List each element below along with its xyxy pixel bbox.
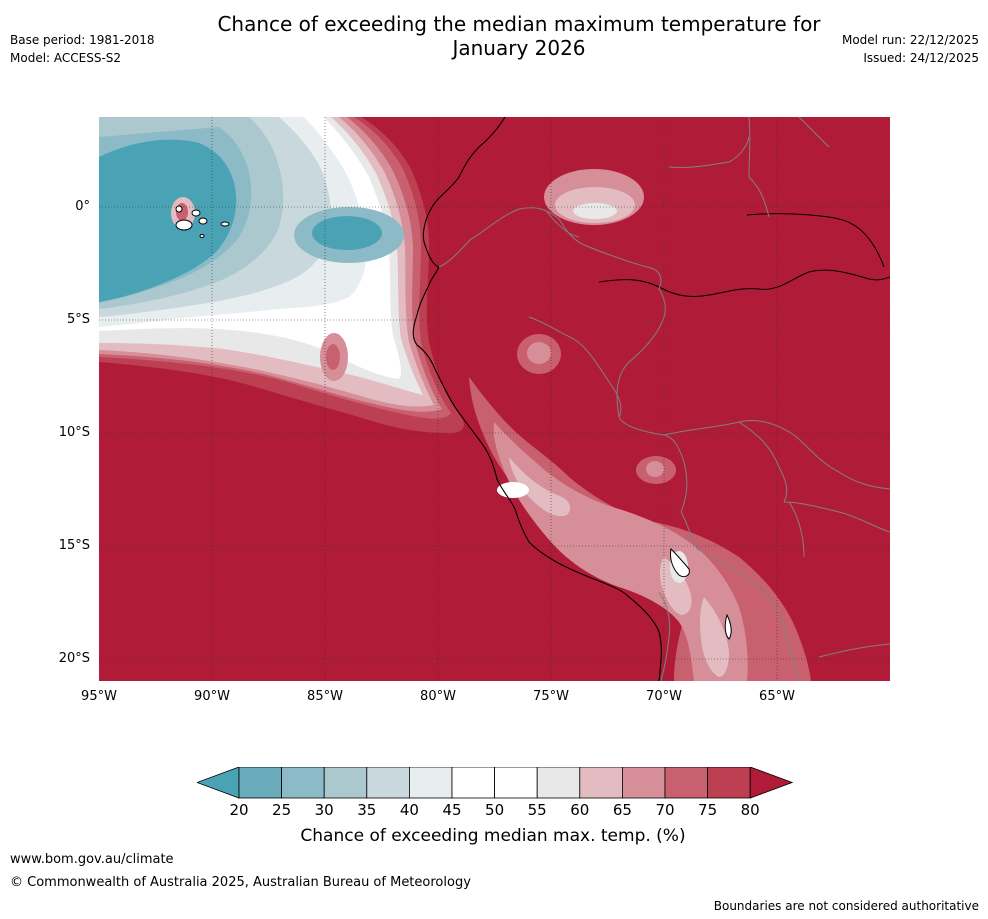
boundaries-disclaimer: Boundaries are not considered authoritat… bbox=[713, 899, 979, 913]
coastline bbox=[412, 117, 662, 681]
colorbar-tick-label: 45 bbox=[442, 801, 462, 819]
colorbar-tick-label: 55 bbox=[527, 801, 547, 819]
copyright-text: © Commonwealth of Australia 2025, Austra… bbox=[10, 875, 471, 890]
land-blob-peru-in bbox=[527, 342, 551, 364]
ocean-band-20 bbox=[99, 139, 237, 302]
title-line-1: Chance of exceeding the median maximum t… bbox=[217, 12, 821, 36]
colorbar-cell bbox=[579, 767, 623, 799]
lon-label-65w: 65°W bbox=[759, 689, 795, 704]
country-borders bbox=[438, 117, 890, 681]
lon-label-90w: 90°W bbox=[194, 689, 230, 704]
colorbar-tick-label: 70 bbox=[655, 801, 675, 819]
land-blob-bolivia-in bbox=[646, 461, 664, 477]
colorbar-cell bbox=[707, 767, 751, 799]
colorbar-cell bbox=[281, 767, 325, 799]
colorbar-cell bbox=[366, 767, 410, 799]
colorbar-cells bbox=[197, 767, 793, 799]
colorbar-extend-low bbox=[197, 767, 240, 799]
map-title: Chance of exceeding the median maximum t… bbox=[0, 12, 988, 60]
colorbar-tick-label: 35 bbox=[357, 801, 377, 819]
land-blob-colombia-core bbox=[573, 203, 617, 219]
model-run: Model run: 22/12/2025 bbox=[841, 33, 979, 47]
colorbar-tick-label: 65 bbox=[612, 801, 632, 819]
forecast-map bbox=[99, 117, 890, 681]
lon-label-85w: 85°W bbox=[307, 689, 343, 704]
lon-label-75w: 75°W bbox=[533, 689, 569, 704]
lon-label-95w: 95°W bbox=[81, 689, 117, 704]
colorbar-tick-label: 60 bbox=[570, 801, 590, 819]
warm-blob-ocean-core bbox=[326, 344, 340, 370]
lake-poopo bbox=[724, 613, 732, 640]
colorbar-tick-label: 50 bbox=[485, 801, 505, 819]
base-period: Base period: 1981-2018 bbox=[10, 33, 155, 47]
colorbar-cell bbox=[664, 767, 708, 799]
lake-titicaca bbox=[670, 547, 690, 578]
meta-right: Model run: 22/12/2025 Issued: 24/12/2025 bbox=[842, 31, 979, 67]
cool-blob-east-core bbox=[312, 216, 382, 250]
amazon-river bbox=[598, 269, 890, 298]
colorbar-tick-label: 75 bbox=[698, 801, 718, 819]
colorbar-tick-label: 25 bbox=[272, 801, 292, 819]
rio-negro bbox=[746, 213, 885, 268]
lat-label-20s: 20°S bbox=[58, 651, 90, 666]
colorbar-tick-label: 40 bbox=[399, 801, 419, 819]
colorbar-tick-label: 20 bbox=[229, 801, 249, 819]
lat-label-15s: 15°S bbox=[58, 538, 90, 553]
colorbar bbox=[197, 767, 793, 799]
colorbar-tick-label: 30 bbox=[314, 801, 334, 819]
andes-band-65 bbox=[493, 422, 748, 681]
issued-date: Issued: 24/12/2025 bbox=[863, 51, 979, 65]
title-line-2: January 2026 bbox=[452, 36, 586, 60]
colorbar-cell bbox=[621, 767, 666, 799]
colorbar-cell bbox=[494, 767, 538, 799]
colorbar-extend-high bbox=[749, 767, 793, 799]
galapagos-islands bbox=[175, 205, 230, 238]
colorbar-cell bbox=[323, 767, 368, 799]
lat-label-5s: 5°S bbox=[66, 312, 90, 327]
colorbar-cell bbox=[536, 767, 581, 799]
colorbar-label: Chance of exceeding median max. temp. (%… bbox=[300, 826, 686, 846]
colorbar-tick-label: 80 bbox=[740, 801, 760, 819]
colorbar-cell bbox=[451, 767, 495, 799]
graticule bbox=[99, 117, 890, 681]
warm-spot-lima bbox=[497, 482, 529, 498]
lon-label-70w: 70°W bbox=[646, 689, 682, 704]
website-link[interactable]: www.bom.gov.au/climate bbox=[10, 852, 174, 867]
lat-label-10s: 10°S bbox=[58, 425, 90, 440]
colorbar-cell bbox=[238, 767, 282, 799]
lat-label-0: 0° bbox=[75, 199, 90, 214]
andes-band-60 bbox=[509, 457, 729, 677]
colorbar-cell bbox=[408, 767, 453, 799]
model-name: Model: ACCESS-S2 bbox=[10, 51, 122, 65]
meta-left: Base period: 1981-2018 Model: ACCESS-S2 bbox=[10, 31, 155, 67]
lon-label-80w: 80°W bbox=[420, 689, 456, 704]
